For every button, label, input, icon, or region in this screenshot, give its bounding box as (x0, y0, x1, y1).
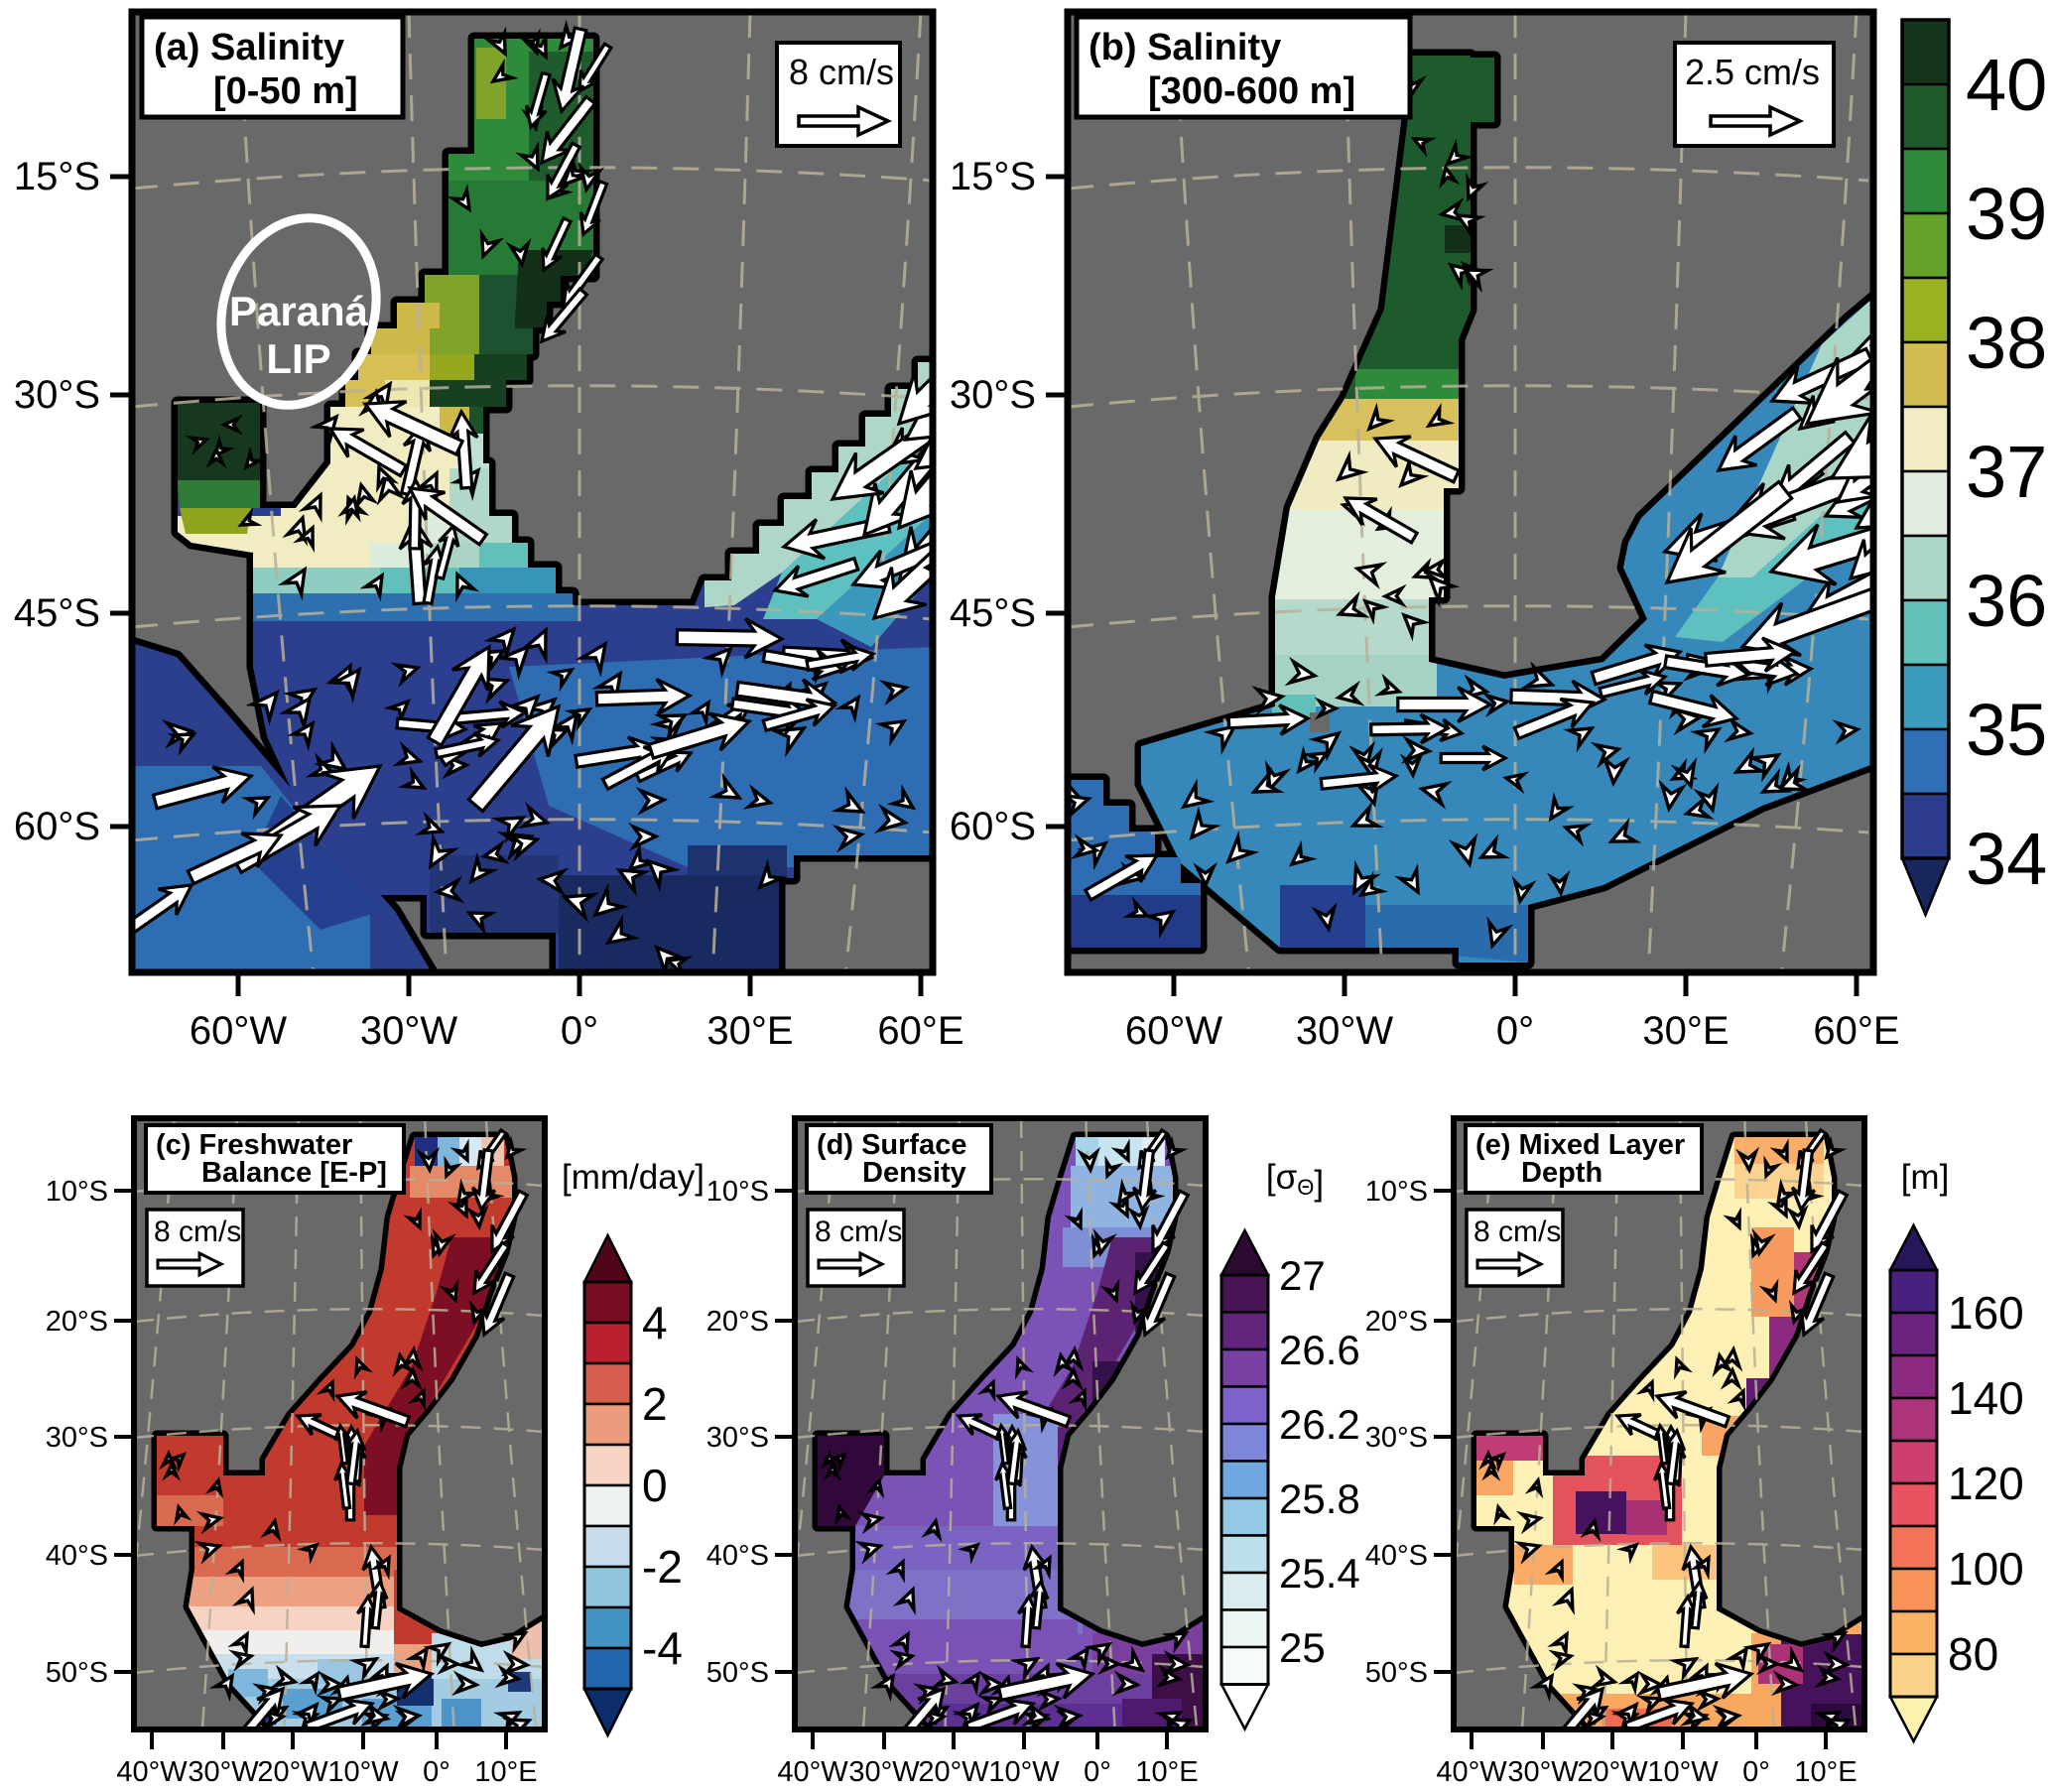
svg-text:20°S: 20°S (706, 1306, 769, 1338)
svg-text:10°W: 10°W (988, 1756, 1060, 1787)
svg-text:25: 25 (1279, 1624, 1326, 1671)
svg-text:39: 39 (1966, 173, 2047, 255)
svg-text:15°S: 15°S (14, 155, 100, 198)
svg-text:20°S: 20°S (1365, 1306, 1428, 1338)
svg-text:30°S: 30°S (1365, 1422, 1428, 1454)
svg-text:10°E: 10°E (1135, 1756, 1198, 1787)
svg-text:30°S: 30°S (46, 1422, 108, 1454)
svg-text:0: 0 (642, 1460, 668, 1511)
svg-text:-2: -2 (642, 1541, 683, 1593)
svg-text:27: 27 (1279, 1252, 1326, 1299)
svg-text:40°S: 40°S (1365, 1540, 1428, 1572)
svg-text:8 cm/s: 8 cm/s (1474, 1216, 1561, 1248)
svg-text:8 cm/s: 8 cm/s (789, 52, 894, 92)
svg-text:[300-600 m]: [300-600 m] (1148, 70, 1355, 112)
svg-text:40: 40 (1966, 44, 2047, 126)
svg-text:40°S: 40°S (46, 1540, 108, 1572)
svg-text:50°S: 50°S (706, 1657, 769, 1689)
svg-text:10°S: 10°S (706, 1176, 769, 1208)
svg-text:20°S: 20°S (46, 1306, 108, 1338)
svg-text:25.8: 25.8 (1279, 1475, 1360, 1522)
svg-text:30°E: 30°E (706, 1009, 793, 1053)
svg-text:38: 38 (1966, 302, 2047, 384)
svg-text:40°W: 40°W (1436, 1756, 1507, 1787)
svg-text:80: 80 (1948, 1628, 1998, 1680)
svg-text:20°W: 20°W (1577, 1756, 1648, 1787)
svg-text:10°E: 10°E (474, 1756, 537, 1787)
svg-text:0°: 0° (561, 1009, 598, 1053)
svg-text:60°S: 60°S (14, 805, 100, 848)
svg-text:60°S: 60°S (950, 805, 1036, 848)
svg-text:120: 120 (1948, 1458, 2024, 1509)
svg-text:LIP: LIP (266, 335, 330, 382)
svg-text:4: 4 (642, 1297, 668, 1348)
svg-text:30°W: 30°W (1296, 1009, 1393, 1053)
svg-text:(d) Surface: (d) Surface (817, 1129, 966, 1161)
svg-text:35: 35 (1966, 689, 2047, 771)
svg-text:30°S: 30°S (706, 1422, 769, 1454)
svg-text:(c) Freshwater: (c) Freshwater (156, 1129, 352, 1161)
svg-text:50°S: 50°S (46, 1657, 108, 1689)
svg-text:50°S: 50°S (1365, 1657, 1428, 1689)
svg-text:37: 37 (1966, 431, 2047, 513)
svg-text:[m]: [m] (1901, 1158, 1950, 1197)
svg-text:60°W: 60°W (190, 1009, 287, 1053)
svg-text:140: 140 (1948, 1372, 2024, 1424)
svg-text:10°E: 10°E (1794, 1756, 1857, 1787)
svg-text:10°W: 10°W (1647, 1756, 1719, 1787)
svg-text:20°W: 20°W (257, 1756, 328, 1787)
svg-text:30°E: 30°E (1642, 1009, 1729, 1053)
svg-text:8 cm/s: 8 cm/s (815, 1216, 902, 1248)
svg-text:25.4: 25.4 (1279, 1550, 1360, 1597)
svg-text:40°W: 40°W (116, 1756, 188, 1787)
svg-text:15°S: 15°S (950, 155, 1036, 198)
svg-text:60°E: 60°E (1813, 1009, 1899, 1053)
svg-text:160: 160 (1948, 1287, 2024, 1339)
svg-text:2.5 cm/s: 2.5 cm/s (1685, 52, 1820, 92)
svg-text:45°S: 45°S (950, 591, 1036, 635)
svg-text:Balance [E-P]: Balance [E-P] (201, 1157, 387, 1189)
svg-text:30°W: 30°W (360, 1009, 457, 1053)
svg-text:36: 36 (1966, 560, 2047, 642)
svg-text:30°S: 30°S (14, 373, 100, 417)
svg-text:[0-50 m]: [0-50 m] (213, 70, 358, 112)
svg-text:0°: 0° (423, 1756, 450, 1787)
svg-text:10°W: 10°W (327, 1756, 399, 1787)
svg-text:26.6: 26.6 (1279, 1327, 1360, 1373)
svg-text:8 cm/s: 8 cm/s (154, 1216, 241, 1248)
svg-text:45°S: 45°S (14, 591, 100, 635)
svg-text:(b) Salinity: (b) Salinity (1089, 27, 1281, 68)
svg-text:[mm/day]: [mm/day] (562, 1158, 705, 1197)
svg-text:26.2: 26.2 (1279, 1401, 1360, 1448)
svg-text:40°W: 40°W (777, 1756, 848, 1787)
svg-text:30°W: 30°W (848, 1756, 920, 1787)
svg-text:[σΘ]: [σΘ] (1266, 1158, 1324, 1203)
svg-text:Depth: Depth (1521, 1157, 1602, 1189)
svg-text:34: 34 (1966, 818, 2047, 900)
svg-text:0°: 0° (1496, 1009, 1534, 1053)
svg-text:30°W: 30°W (1507, 1756, 1579, 1787)
svg-text:60°E: 60°E (877, 1009, 963, 1053)
svg-text:-4: -4 (642, 1622, 683, 1674)
svg-text:40°S: 40°S (706, 1540, 769, 1572)
svg-text:Density: Density (862, 1157, 966, 1189)
svg-text:0°: 0° (1742, 1756, 1770, 1787)
svg-text:(a) Salinity: (a) Salinity (154, 27, 344, 68)
svg-text:10°S: 10°S (46, 1176, 108, 1208)
svg-text:20°W: 20°W (918, 1756, 989, 1787)
svg-text:10°S: 10°S (1365, 1176, 1428, 1208)
svg-text:60°W: 60°W (1125, 1009, 1222, 1053)
svg-text:100: 100 (1948, 1543, 2024, 1595)
svg-text:30°S: 30°S (950, 373, 1036, 417)
svg-text:2: 2 (642, 1378, 668, 1430)
svg-text:Paraná: Paraná (229, 288, 369, 334)
svg-text:(e) Mixed Layer: (e) Mixed Layer (1475, 1129, 1685, 1161)
svg-text:0°: 0° (1084, 1756, 1111, 1787)
svg-text:30°W: 30°W (188, 1756, 259, 1787)
